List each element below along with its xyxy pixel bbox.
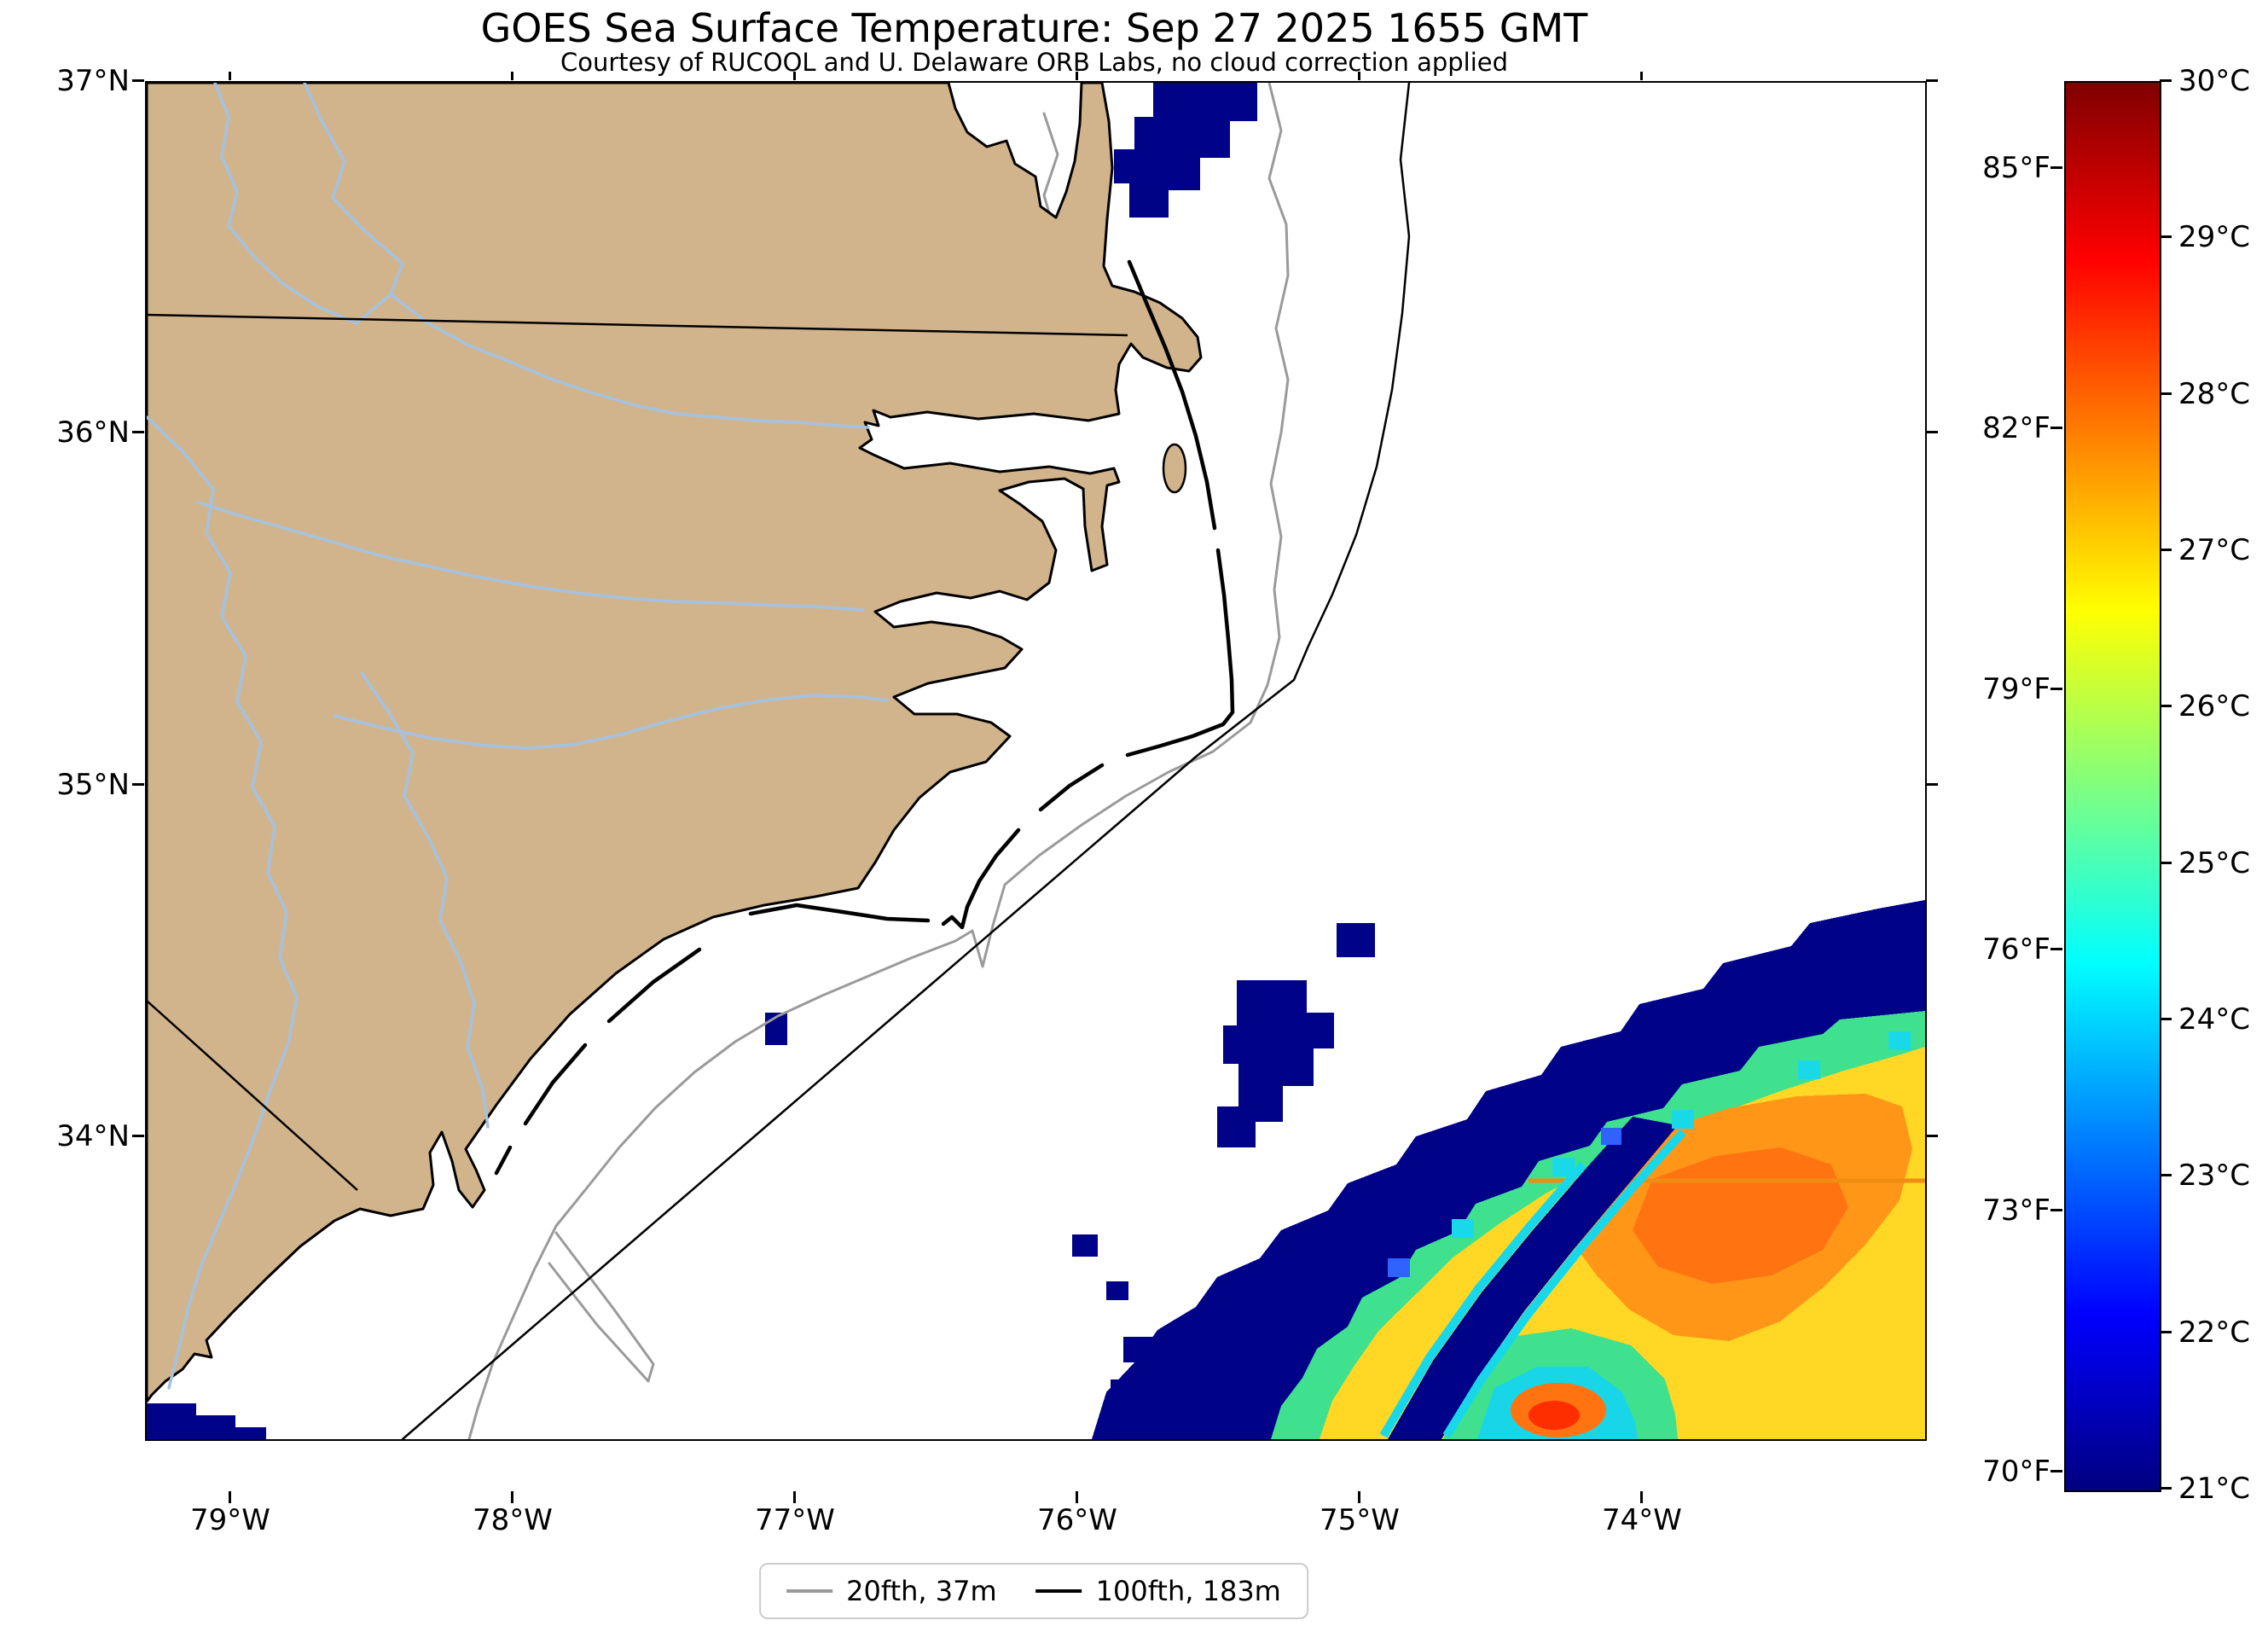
colorbar-tick-c: [2160, 549, 2172, 551]
colorbar-label-c: 27°C: [2178, 533, 2251, 567]
colorbar: [2064, 81, 2161, 1492]
map-plot-area: [145, 81, 1927, 1441]
colorbar-label-f: 85°F: [1982, 151, 2050, 185]
colorbar-label-c: 23°C: [2178, 1159, 2251, 1193]
lon-tick: [793, 1491, 796, 1503]
land: [145, 81, 1203, 1403]
colorbar-tick-c: [2160, 705, 2172, 707]
lat-tick-label: 34°N: [56, 1119, 130, 1153]
page-subtitle: Courtesy of RUCOOL and U. Delaware ORB L…: [560, 48, 1509, 77]
lon-tick-label: 76°W: [1037, 1503, 1117, 1537]
colorbar-tick-f: [2050, 1209, 2062, 1211]
va-nc-border: [146, 313, 1128, 337]
colorbar-label-c: 26°C: [2178, 689, 2251, 723]
legend-item-20fth: 20fth, 37m: [786, 1575, 997, 1607]
colorbar-tick-c: [2160, 1174, 2172, 1176]
barrier-islands: [494, 259, 1235, 1176]
colorbar-tick-c: [2160, 235, 2172, 238]
roanoke-island: [1162, 443, 1187, 494]
lat-tick-label: 35°N: [56, 768, 130, 802]
lon-tick: [1640, 72, 1643, 80]
bathy-contour-100fth: [401, 81, 1411, 1441]
colorbar-label-c: 24°C: [2178, 1002, 2251, 1037]
page-title: GOES Sea Surface Temperature: Sep 27 202…: [480, 5, 1588, 51]
colorbar-tick-c: [2160, 392, 2172, 395]
lon-tick: [511, 1491, 513, 1503]
lon-tick-label: 74°W: [1602, 1503, 1682, 1537]
lon-tick: [1358, 72, 1360, 80]
colorbar-label-f: 73°F: [1982, 1194, 2050, 1228]
lat-tick: [1926, 431, 1938, 433]
colorbar-tick-c: [2160, 1487, 2172, 1490]
lon-tick: [1358, 1491, 1360, 1503]
colorbar-label-c: 29°C: [2178, 220, 2251, 254]
rivers: [145, 81, 889, 1390]
colorbar-label-f: 82°F: [1982, 411, 2050, 445]
colorbar-tick-c: [2160, 862, 2172, 864]
colorbar-tick-f: [2050, 427, 2062, 429]
lat-tick: [1926, 79, 1938, 82]
nc-sc-border: [146, 1000, 358, 1191]
lat-tick: [132, 1135, 144, 1137]
colorbar-tick-f: [2050, 166, 2062, 169]
black-line-swatch-icon: [1035, 1589, 1082, 1593]
lat-tick-label: 37°N: [56, 64, 130, 98]
colorbar-label-f: 70°F: [1982, 1455, 2050, 1489]
lon-tick: [1640, 1491, 1643, 1503]
colorbar-tick-f: [2050, 688, 2062, 690]
colorbar-tick-f: [2050, 1470, 2062, 1472]
colorbar-tick-c: [2160, 1018, 2172, 1020]
gray-line-swatch-icon: [786, 1589, 833, 1593]
colorbar-label-c: 28°C: [2178, 377, 2251, 411]
state-borders: [146, 313, 1128, 1191]
colorbar-label-c: 30°C: [2178, 64, 2251, 98]
lon-tick-label: 78°W: [473, 1503, 553, 1537]
colorbar-label-c: 25°C: [2178, 846, 2251, 880]
lon-tick-label: 75°W: [1320, 1503, 1400, 1537]
lat-tick: [132, 783, 144, 786]
lon-tick: [1076, 1491, 1078, 1503]
map-canvas: [145, 81, 1925, 1441]
sst-pixels: [147, 83, 1925, 1439]
lon-tick-label: 79°W: [190, 1503, 270, 1537]
colorbar-tick-c: [2160, 79, 2172, 82]
colorbar-label-f: 76°F: [1982, 932, 2050, 967]
lon-tick: [511, 72, 513, 80]
lon-tick: [793, 72, 796, 80]
legend-label-100fth: 100fth, 183m: [1095, 1575, 1281, 1607]
legend-item-100fth: 100fth, 183m: [1035, 1575, 1281, 1607]
lat-tick: [1926, 1135, 1938, 1137]
colorbar-label-c: 22°C: [2178, 1315, 2251, 1350]
lon-tick: [1076, 72, 1078, 80]
colorbar-label-f: 79°F: [1982, 672, 2050, 706]
contour-legend: 20fth, 37m 100fth, 183m: [759, 1563, 1308, 1619]
lon-tick: [229, 72, 231, 80]
lon-tick: [229, 1491, 231, 1503]
colorbar-tick-c: [2160, 1331, 2172, 1333]
lat-tick: [132, 431, 144, 433]
lon-tick-label: 77°W: [755, 1503, 835, 1537]
legend-label-20fth: 20fth, 37m: [846, 1575, 997, 1607]
lat-tick: [132, 79, 144, 82]
colorbar-label-c: 21°C: [2178, 1472, 2251, 1506]
lat-tick: [1926, 783, 1938, 786]
colorbar-tick-f: [2050, 948, 2062, 950]
lat-tick-label: 36°N: [56, 415, 130, 450]
